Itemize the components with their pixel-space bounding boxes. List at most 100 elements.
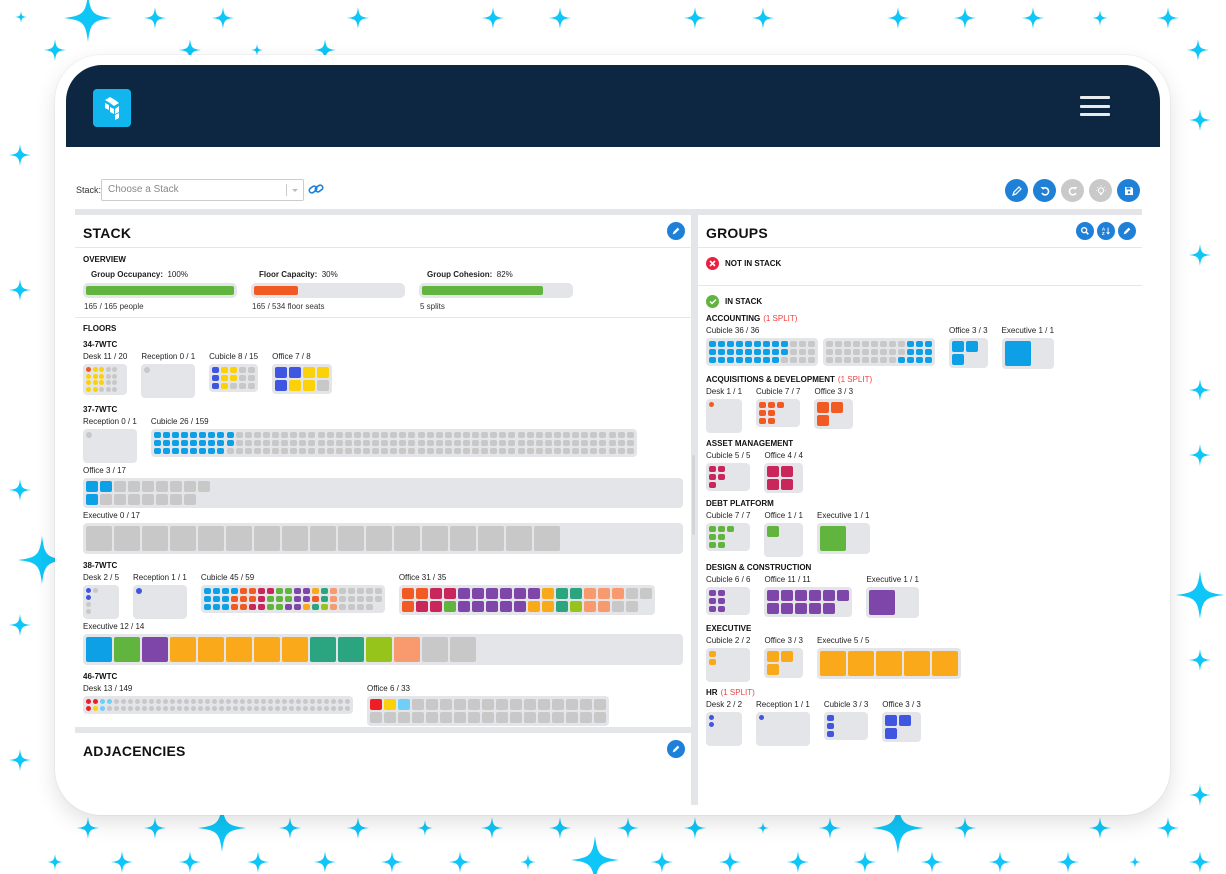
floor-name[interactable]: 37-7WTC bbox=[83, 405, 118, 414]
seat-grid[interactable] bbox=[706, 587, 751, 615]
seat-grid[interactable] bbox=[272, 364, 333, 394]
floor-name[interactable]: 46-7WTC bbox=[83, 672, 118, 681]
save-button[interactable] bbox=[1117, 179, 1140, 202]
seat-grid[interactable] bbox=[949, 338, 988, 368]
seat bbox=[862, 341, 869, 347]
hamburger-menu-icon[interactable] bbox=[1080, 96, 1110, 116]
seat bbox=[808, 357, 815, 363]
group-name[interactable]: DEBT PLATFORM bbox=[706, 499, 1134, 508]
suggest-button[interactable] bbox=[1089, 179, 1112, 202]
seat-grid[interactable] bbox=[814, 399, 854, 429]
seat-grid[interactable] bbox=[133, 585, 187, 619]
seat-grid[interactable] bbox=[764, 587, 853, 617]
seat bbox=[597, 601, 610, 612]
group-name[interactable]: ACCOUNTING (1 split) bbox=[706, 314, 1134, 323]
seat bbox=[457, 588, 470, 599]
seat bbox=[581, 440, 589, 447]
seat-grid[interactable] bbox=[367, 696, 609, 726]
metric-card: Group Occupancy: 100% 165 / 165 people bbox=[83, 270, 237, 311]
group-name[interactable]: EXECUTIVE bbox=[706, 624, 1134, 633]
stack-edit-button[interactable] bbox=[667, 222, 685, 240]
seat bbox=[112, 367, 117, 372]
seat bbox=[284, 596, 292, 602]
seat-grid[interactable] bbox=[764, 523, 804, 557]
seat-grid[interactable] bbox=[83, 523, 683, 554]
seat bbox=[99, 373, 104, 379]
seat-grid[interactable] bbox=[706, 712, 743, 746]
floor-name[interactable]: 34-7WTC bbox=[83, 340, 118, 349]
in-stack-label: IN STACK bbox=[725, 297, 763, 306]
seat bbox=[190, 440, 198, 447]
adjacencies-edit-button[interactable] bbox=[667, 740, 685, 758]
panel-resize-handle[interactable] bbox=[692, 455, 695, 535]
floor-name[interactable]: 38-7WTC bbox=[83, 561, 118, 570]
seat bbox=[853, 349, 860, 355]
adjacencies-header: ADJACENCIES bbox=[75, 733, 691, 766]
stacking-blocks-logo-icon[interactable] bbox=[93, 89, 131, 127]
seat-grid[interactable] bbox=[83, 585, 120, 619]
seat bbox=[203, 604, 211, 610]
seat-grid[interactable] bbox=[823, 338, 935, 366]
seat-grid[interactable] bbox=[817, 523, 870, 554]
seat bbox=[809, 603, 822, 614]
seat-grid[interactable] bbox=[866, 587, 919, 618]
seat-grid[interactable] bbox=[882, 712, 921, 742]
seat-grid[interactable] bbox=[83, 429, 137, 463]
seat-grid[interactable] bbox=[150, 429, 637, 458]
seat bbox=[170, 481, 182, 492]
seat bbox=[808, 341, 815, 347]
seat bbox=[344, 448, 352, 455]
seat-grid[interactable] bbox=[764, 648, 804, 678]
seat-grid[interactable] bbox=[764, 463, 804, 493]
seat bbox=[184, 706, 189, 711]
group-name[interactable]: ACQUISITIONS & DEVELOPMENT (1 split) bbox=[706, 375, 1134, 384]
space-label: Cubicle 2 / 2 bbox=[706, 636, 751, 645]
seat bbox=[86, 637, 112, 662]
redo-button[interactable] bbox=[1061, 179, 1084, 202]
seat-grid[interactable] bbox=[209, 364, 259, 392]
not-in-stack-section[interactable]: NOT IN STACK bbox=[698, 248, 1142, 286]
seat-grid[interactable] bbox=[83, 696, 353, 714]
seat-grid[interactable] bbox=[706, 399, 743, 433]
seat-grid[interactable] bbox=[83, 478, 683, 508]
seat-grid[interactable] bbox=[756, 712, 810, 746]
group-name[interactable]: HR (1 split) bbox=[706, 688, 1134, 697]
seat-grid[interactable] bbox=[823, 712, 869, 740]
edit-button[interactable] bbox=[1005, 179, 1028, 202]
seat-grid[interactable] bbox=[817, 648, 962, 679]
seat-grid[interactable] bbox=[141, 364, 196, 398]
undo-button[interactable] bbox=[1033, 179, 1056, 202]
seat bbox=[347, 588, 355, 594]
seat bbox=[308, 448, 316, 455]
seat bbox=[709, 659, 716, 665]
seat-grid[interactable] bbox=[706, 523, 751, 551]
seat bbox=[768, 418, 776, 424]
group-name[interactable]: ASSET MANAGEMENT bbox=[706, 439, 1134, 448]
seat bbox=[128, 706, 133, 711]
seat bbox=[820, 526, 847, 551]
seat-grid[interactable] bbox=[756, 399, 801, 427]
group-name[interactable]: DESIGN & CONSTRUCTION bbox=[706, 563, 1134, 572]
search-groups-button[interactable] bbox=[1076, 222, 1094, 240]
in-stack-section[interactable]: IN STACK bbox=[706, 286, 1134, 308]
seat bbox=[365, 588, 373, 594]
seat bbox=[335, 432, 343, 438]
seat-grid[interactable] bbox=[706, 463, 751, 491]
group-title: ACQUISITIONS & DEVELOPMENT bbox=[706, 375, 835, 384]
seat bbox=[240, 699, 245, 704]
stack-select[interactable]: Choose a Stack bbox=[101, 179, 304, 201]
link-icon[interactable] bbox=[308, 182, 324, 196]
chevron-down-icon[interactable] bbox=[292, 189, 298, 192]
seat-grid[interactable] bbox=[1001, 338, 1055, 369]
seat-grid[interactable] bbox=[83, 634, 683, 665]
seat-grid[interactable] bbox=[706, 648, 751, 682]
seat bbox=[399, 440, 407, 447]
seat-grid[interactable] bbox=[200, 585, 385, 613]
seat bbox=[86, 367, 91, 372]
seat-grid[interactable] bbox=[706, 338, 818, 366]
seat-grid[interactable] bbox=[398, 585, 655, 615]
seat bbox=[107, 699, 112, 704]
seat-grid[interactable] bbox=[83, 364, 128, 395]
groups-edit-button[interactable] bbox=[1118, 222, 1136, 240]
